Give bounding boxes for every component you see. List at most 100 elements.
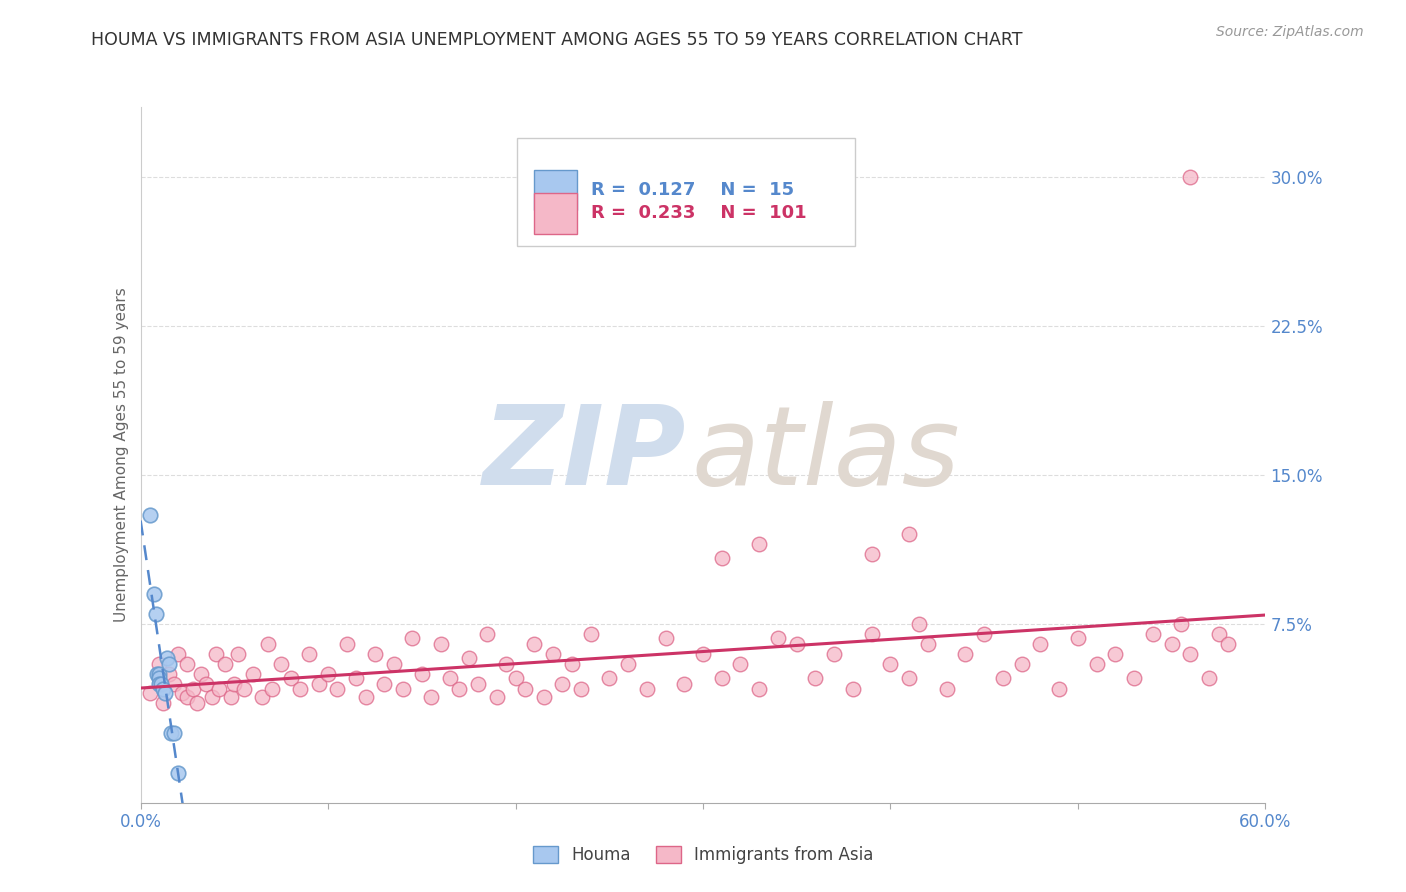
- Point: [569, 682, 592, 697]
- Point: [1180, 169, 1202, 184]
- Point: [170, 686, 193, 700]
- Point: [1198, 671, 1220, 685]
- Point: [288, 682, 311, 697]
- Point: [336, 637, 359, 651]
- Point: [139, 508, 162, 522]
- Text: atlas: atlas: [692, 401, 960, 508]
- Text: Source: ZipAtlas.com: Source: ZipAtlas.com: [1216, 25, 1364, 39]
- Point: [252, 690, 274, 705]
- Point: [1104, 647, 1126, 661]
- Point: [145, 607, 167, 621]
- Point: [153, 686, 176, 700]
- Point: [907, 616, 929, 631]
- Point: [673, 676, 696, 690]
- Point: [513, 682, 536, 697]
- Point: [208, 682, 231, 697]
- Point: [449, 682, 471, 697]
- Point: [439, 671, 461, 685]
- Point: [316, 666, 339, 681]
- Point: [232, 682, 254, 697]
- Point: [561, 657, 583, 671]
- Point: [260, 682, 283, 697]
- Point: [411, 666, 433, 681]
- Point: [551, 676, 574, 690]
- Point: [598, 671, 620, 685]
- Point: [181, 682, 204, 697]
- Point: [354, 690, 377, 705]
- Point: [523, 637, 546, 651]
- Point: [860, 627, 883, 641]
- Point: [1216, 637, 1239, 651]
- Point: [1142, 627, 1164, 641]
- Point: [224, 676, 246, 690]
- Point: [710, 551, 733, 566]
- Point: [176, 690, 198, 705]
- Point: [420, 690, 443, 705]
- Point: [382, 657, 405, 671]
- Point: [710, 671, 733, 685]
- Point: [226, 647, 249, 661]
- Point: [1123, 671, 1146, 685]
- Point: [186, 697, 208, 711]
- Point: [1180, 647, 1202, 661]
- Point: [935, 682, 957, 697]
- Point: [364, 647, 387, 661]
- Point: [692, 647, 714, 661]
- Point: [392, 682, 415, 697]
- Point: [860, 547, 883, 561]
- Point: [148, 676, 170, 690]
- Point: [176, 657, 198, 671]
- Point: [617, 657, 640, 671]
- Point: [148, 671, 170, 685]
- Point: [879, 657, 901, 671]
- Point: [157, 657, 180, 671]
- Legend: Houma, Immigrants from Asia: Houma, Immigrants from Asia: [526, 839, 880, 871]
- Point: [429, 637, 451, 651]
- Point: [148, 657, 170, 671]
- Point: [917, 637, 939, 651]
- Point: [1208, 627, 1230, 641]
- Point: [373, 676, 395, 690]
- Text: ZIP: ZIP: [482, 401, 686, 508]
- Point: [898, 671, 921, 685]
- Point: [1160, 637, 1182, 651]
- Point: [1067, 631, 1090, 645]
- Point: [326, 682, 349, 697]
- Point: [748, 537, 770, 551]
- Point: [541, 647, 564, 661]
- Point: [485, 690, 508, 705]
- Point: [786, 637, 808, 651]
- Point: [1047, 682, 1070, 697]
- Point: [146, 666, 169, 681]
- Text: R =  0.233    N =  101: R = 0.233 N = 101: [591, 204, 806, 222]
- Point: [163, 676, 186, 690]
- Point: [242, 666, 264, 681]
- Point: [1085, 657, 1108, 671]
- Point: [157, 666, 180, 681]
- Point: [533, 690, 555, 705]
- Point: [766, 631, 789, 645]
- Point: [219, 690, 242, 705]
- Point: [152, 697, 174, 711]
- Point: [257, 637, 280, 651]
- Point: [955, 647, 977, 661]
- Point: [898, 527, 921, 541]
- Point: [973, 627, 995, 641]
- FancyBboxPatch shape: [534, 169, 576, 210]
- Point: [190, 666, 212, 681]
- Point: [457, 650, 479, 665]
- Point: [201, 690, 224, 705]
- Point: [139, 686, 162, 700]
- Point: [280, 671, 302, 685]
- Point: [308, 676, 330, 690]
- Point: [148, 666, 170, 681]
- Point: [804, 671, 827, 685]
- Point: [195, 676, 218, 690]
- Point: [204, 647, 226, 661]
- Text: HOUMA VS IMMIGRANTS FROM ASIA UNEMPLOYMENT AMONG AGES 55 TO 59 YEARS CORRELATION: HOUMA VS IMMIGRANTS FROM ASIA UNEMPLOYME…: [91, 31, 1024, 49]
- Point: [1170, 616, 1192, 631]
- FancyBboxPatch shape: [534, 194, 576, 234]
- Point: [654, 631, 676, 645]
- Point: [842, 682, 865, 697]
- Point: [167, 766, 190, 780]
